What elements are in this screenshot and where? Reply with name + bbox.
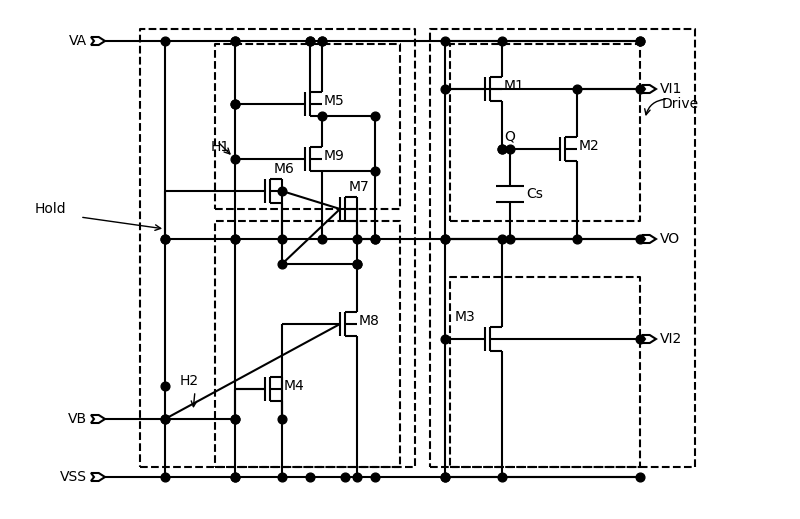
Text: H2: H2	[180, 374, 199, 388]
Text: M4: M4	[284, 379, 305, 393]
Text: Cs: Cs	[526, 187, 543, 201]
Text: M1: M1	[504, 79, 525, 93]
Text: M7: M7	[349, 180, 370, 194]
Text: M8: M8	[359, 314, 380, 328]
Text: Drive: Drive	[662, 97, 699, 111]
Text: M2: M2	[579, 139, 600, 153]
Text: VI2: VI2	[660, 332, 682, 346]
Text: M6: M6	[274, 162, 295, 176]
Polygon shape	[642, 235, 656, 243]
Polygon shape	[91, 415, 105, 423]
Text: M9: M9	[324, 149, 345, 163]
Polygon shape	[91, 37, 105, 45]
Text: VO: VO	[660, 232, 680, 246]
Text: Hold: Hold	[35, 202, 66, 216]
Polygon shape	[91, 473, 105, 481]
Text: VSS: VSS	[60, 470, 87, 484]
Polygon shape	[642, 85, 656, 93]
Text: VI1: VI1	[660, 82, 682, 96]
Polygon shape	[642, 335, 656, 343]
Text: Q: Q	[504, 129, 515, 143]
Text: VA: VA	[69, 34, 87, 48]
Text: M5: M5	[324, 94, 345, 108]
Text: M3: M3	[455, 310, 476, 324]
Text: VB: VB	[68, 412, 87, 426]
Text: H1: H1	[210, 140, 230, 154]
